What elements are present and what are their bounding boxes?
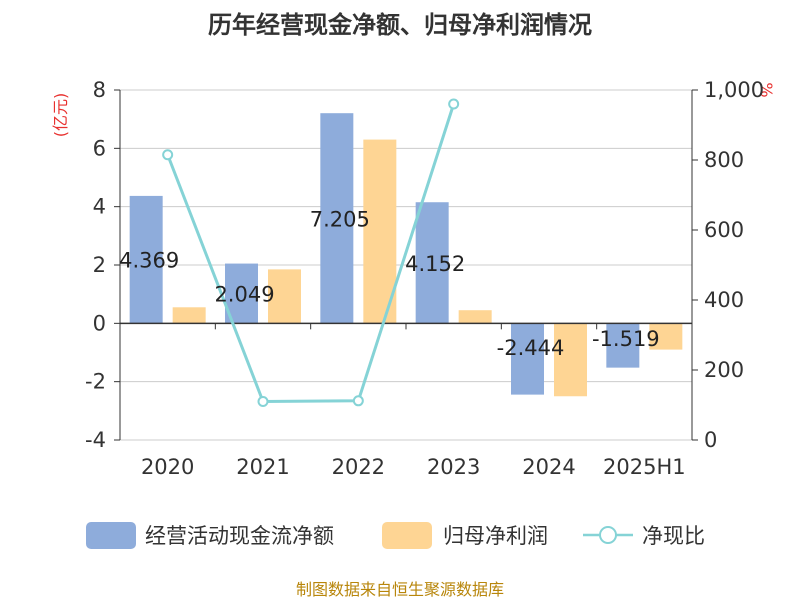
legend-swatch-cashflow	[86, 522, 136, 549]
legend-swatch-profit	[382, 522, 432, 549]
legend-label-cashflow: 经营活动现金流净额	[145, 524, 334, 548]
category-label: 2023	[427, 455, 480, 479]
legend-marker-ratio	[599, 526, 617, 544]
category-label: 2020	[141, 455, 194, 479]
profit-bar[interactable]	[363, 139, 397, 324]
cashflow-bar[interactable]	[415, 202, 449, 324]
legend-item-ratio[interactable]: 净现比	[583, 524, 705, 548]
cashflow-data-label: -1.519	[592, 327, 660, 351]
data-labels: 4.369 2.049 7.205 4.152 -2.444 -1.519	[119, 207, 660, 360]
profit-bar[interactable]	[649, 323, 683, 350]
ratio-line-path	[166, 103, 456, 404]
profit-bar[interactable]	[172, 307, 206, 324]
left-axis-unit: (亿元)	[51, 93, 70, 138]
ratio-line	[162, 98, 460, 407]
legend: 经营活动现金流净额 归母净利润 净现比	[86, 522, 705, 549]
right-axis-unit: %	[757, 82, 776, 97]
ratio-point[interactable]	[352, 395, 364, 407]
category-label: 2025H1	[603, 455, 686, 479]
chart-title: 历年经营现金净额、归母净利润情况	[208, 11, 592, 39]
right-tick-label: 1,000	[704, 78, 764, 102]
cashflow-data-label: 4.369	[119, 249, 179, 273]
cashflow-bar[interactable]	[606, 323, 640, 368]
left-tick-label: 0	[93, 311, 106, 335]
left-tick-label: 4	[93, 195, 106, 219]
left-tick-label: 8	[93, 78, 106, 102]
cashflow-bar[interactable]	[511, 323, 544, 395]
right-tick-label: 0	[704, 428, 717, 452]
left-tick-label: -2	[85, 370, 106, 394]
left-tick-label: 2	[93, 253, 106, 277]
ratio-point[interactable]	[257, 396, 269, 407]
axes: 8 6 4 2 0 -2 -4 1,000 800 600 400 200 0 2020 2021 2022 2…	[85, 78, 764, 479]
cashflow-bar[interactable]	[320, 113, 354, 324]
cashflow-data-label: 2.049	[214, 282, 274, 306]
cashflow-data-label: 4.152	[405, 252, 465, 276]
legend-label-ratio: 净现比	[642, 524, 705, 548]
ratio-point[interactable]	[162, 149, 174, 161]
right-tick-label: 400	[704, 288, 744, 312]
source-note: 制图数据来自恒生聚源数据库	[296, 580, 504, 599]
cashflow-data-label: 7.205	[310, 207, 370, 231]
right-tick-label: 600	[704, 218, 744, 242]
legend-label-profit: 归母净利润	[443, 524, 548, 548]
cashflow-data-label: -2.444	[497, 336, 565, 360]
left-tick-label: -4	[85, 428, 106, 452]
category-label: 2021	[236, 455, 289, 479]
right-tick-label: 800	[704, 148, 744, 172]
left-tick-label: 6	[93, 136, 106, 160]
right-tick-label: 200	[704, 358, 744, 382]
category-label: 2022	[332, 455, 385, 479]
cashflow-bar[interactable]	[129, 195, 163, 324]
ratio-point[interactable]	[448, 98, 460, 110]
category-label: 2024	[522, 455, 575, 479]
legend-item-profit[interactable]: 归母净利润	[382, 522, 548, 549]
profit-bar[interactable]	[554, 323, 587, 397]
profit-bar[interactable]	[458, 310, 492, 324]
legend-item-cashflow[interactable]: 经营活动现金流净额	[86, 522, 334, 549]
profit-bar[interactable]	[268, 269, 301, 324]
